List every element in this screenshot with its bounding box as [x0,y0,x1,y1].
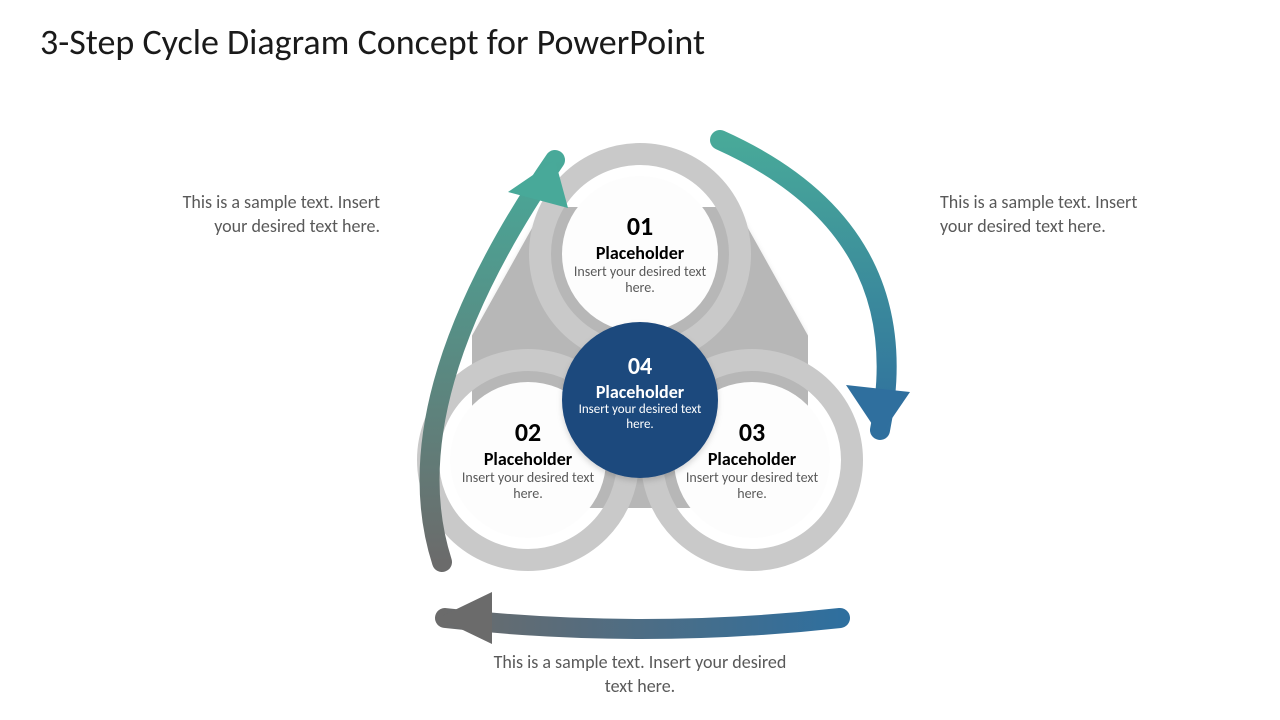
caption-right: This is a sample text. Insert your desir… [940,190,1150,239]
arrow-bottom-path [445,618,840,629]
node-01: 01 Placeholder Insert your desired text … [560,210,720,296]
node-01-desc: Insert your desired text here. [560,264,720,296]
node-center-label: Placeholder [565,381,715,403]
slide: { "layout": { "width": 1280, "height": 7… [0,0,1280,720]
node-center-desc: Insert your desired text here. [565,403,715,433]
node-02-desc: Insert your desired text here. [448,470,608,502]
arrow-bottom-head [438,592,492,644]
node-02-label: Placeholder [448,448,608,470]
caption-bottom: This is a sample text. Insert your desir… [480,650,800,699]
node-03-label: Placeholder [672,448,832,470]
node-03-desc: Insert your desired text here. [672,470,832,502]
node-center-num: 04 [565,352,715,381]
node-01-label: Placeholder [560,242,720,264]
caption-left: This is a sample text. Insert your desir… [150,190,380,239]
node-01-num: 01 [560,210,720,242]
slide-title: 3-Step Cycle Diagram Concept for PowerPo… [40,20,705,64]
node-center: 04 Placeholder Insert your desired text … [565,352,715,433]
